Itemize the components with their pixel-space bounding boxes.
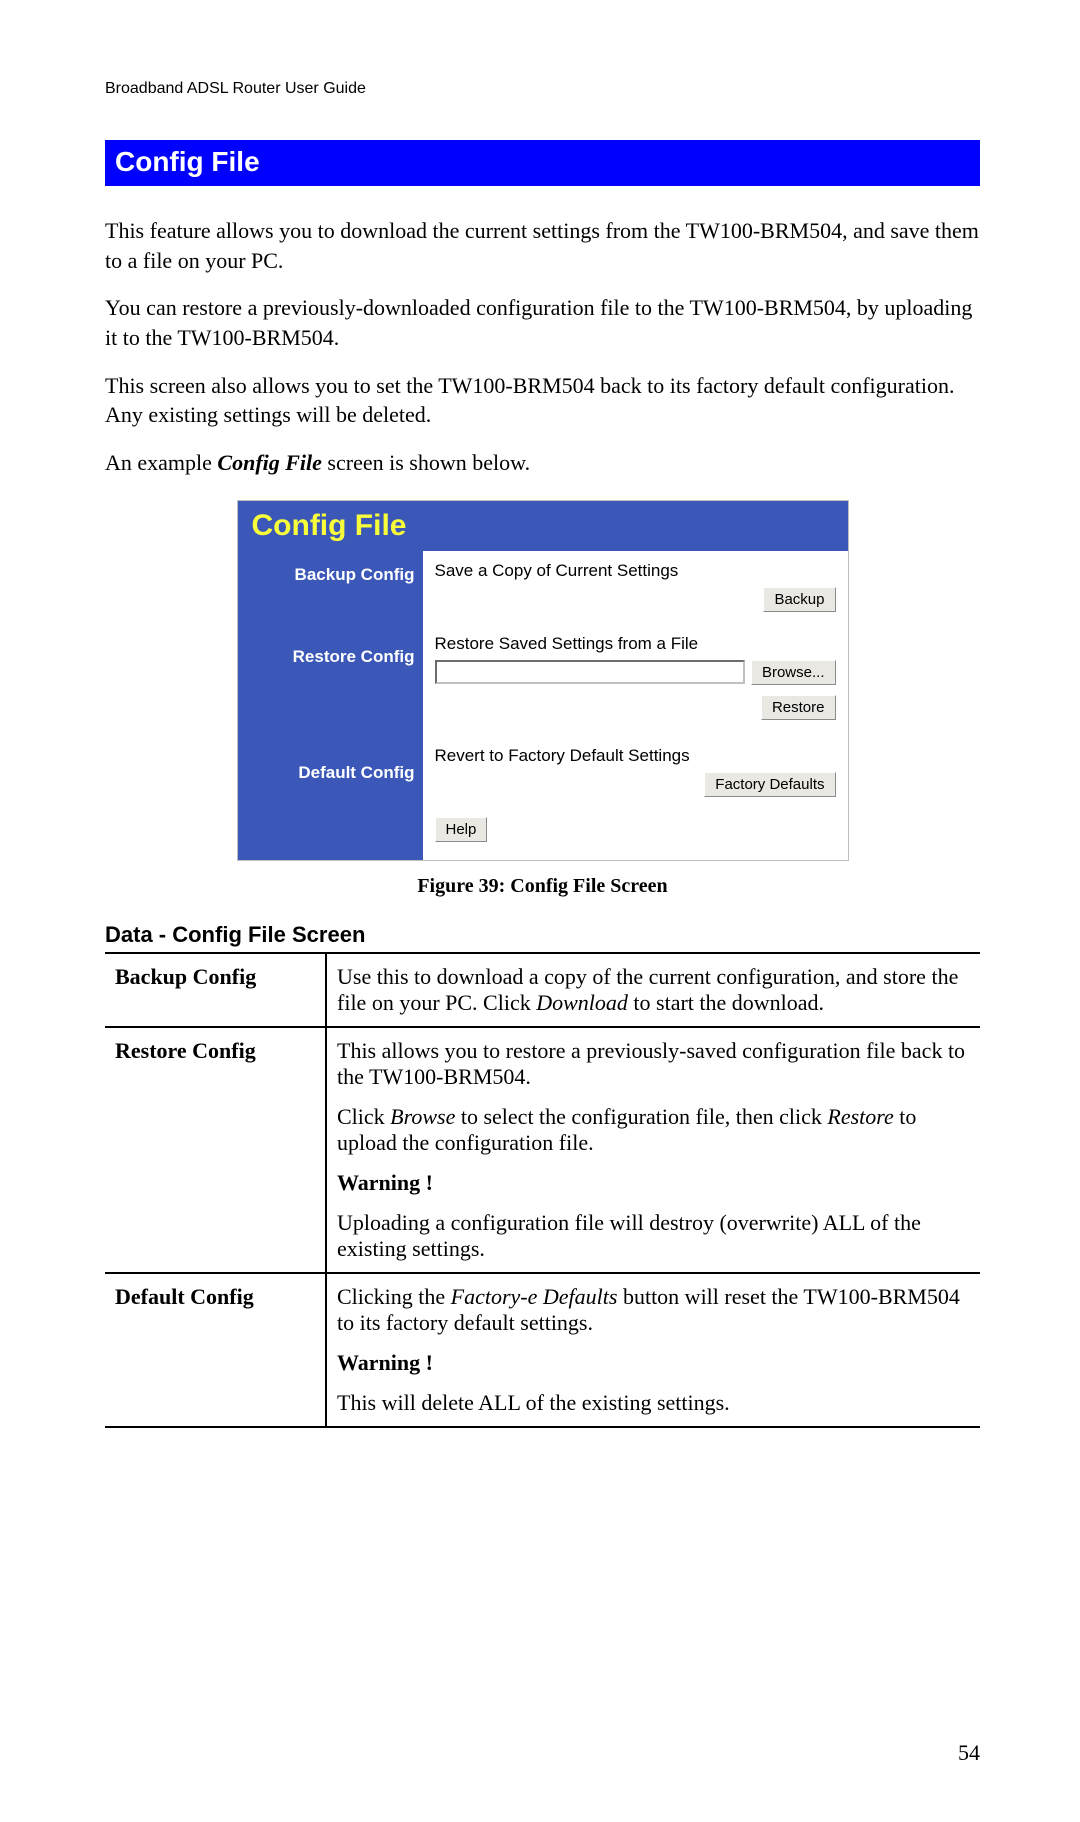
- panel-label-column: Backup Config Restore Config Default Con…: [238, 551, 423, 860]
- config-file-screenshot: Config File Backup Config Restore Config…: [237, 500, 849, 861]
- help-button[interactable]: Help: [435, 817, 488, 842]
- text-emphasis: Browse: [390, 1104, 455, 1129]
- document-header: Broadband ADSL Router User Guide: [105, 80, 980, 98]
- warning-label: Warning !: [337, 1350, 970, 1376]
- row-label: Restore Config: [105, 1027, 326, 1273]
- config-description-table: Backup Config Use this to download a cop…: [105, 952, 980, 1428]
- backup-button[interactable]: Backup: [763, 587, 835, 612]
- text-emphasis: Factory-e Defaults: [451, 1284, 618, 1309]
- backup-description: Save a Copy of Current Settings: [435, 561, 836, 581]
- default-description: Revert to Factory Default Settings: [435, 746, 836, 766]
- table-row: Default Config Clicking the Factory-e De…: [105, 1273, 980, 1427]
- restore-config-label: Restore Config: [246, 647, 415, 667]
- text-fragment: to select the configuration file, then c…: [455, 1104, 827, 1129]
- warning-label: Warning !: [337, 1170, 970, 1196]
- row-text: Clicking the Factory-e Defaults button w…: [337, 1284, 970, 1336]
- row-label: Default Config: [105, 1273, 326, 1427]
- intro-paragraph-1: This feature allows you to download the …: [105, 216, 980, 275]
- text-emphasis: Download: [536, 990, 628, 1015]
- row-text: This will delete ALL of the existing set…: [337, 1390, 970, 1416]
- intro-paragraph-2: You can restore a previously-downloaded …: [105, 293, 980, 352]
- figure-caption: Figure 39: Config File Screen: [105, 875, 980, 898]
- text-emphasis: Restore: [827, 1104, 893, 1129]
- panel-title: Config File: [238, 501, 848, 551]
- row-text: Click Browse to select the configuration…: [337, 1104, 970, 1156]
- data-section-heading: Data - Config File Screen: [105, 922, 980, 948]
- row-label: Backup Config: [105, 953, 326, 1027]
- default-config-label: Default Config: [246, 763, 415, 783]
- backup-config-label: Backup Config: [246, 565, 415, 585]
- text-fragment: Clicking the: [337, 1284, 451, 1309]
- text-fragment: screen is shown below.: [322, 450, 530, 475]
- text-fragment: Click: [337, 1104, 390, 1129]
- page-number: 54: [958, 1740, 980, 1766]
- intro-paragraph-4: An example Config File screen is shown b…: [105, 448, 980, 478]
- intro-paragraph-3: This screen also allows you to set the T…: [105, 371, 980, 430]
- restore-file-input[interactable]: [435, 660, 745, 684]
- restore-description: Restore Saved Settings from a File: [435, 634, 836, 654]
- section-title-banner: Config File: [105, 140, 980, 186]
- text-emphasis: Config File: [217, 450, 322, 475]
- restore-button[interactable]: Restore: [761, 695, 836, 720]
- row-text: Use this to download a copy of the curre…: [337, 964, 970, 1016]
- row-text: This allows you to restore a previously-…: [337, 1038, 970, 1090]
- text-fragment: An example: [105, 450, 217, 475]
- table-row: Restore Config This allows you to restor…: [105, 1027, 980, 1273]
- row-text: Uploading a configuration file will dest…: [337, 1210, 970, 1262]
- text-fragment: to start the download.: [628, 990, 824, 1015]
- browse-button[interactable]: Browse...: [751, 660, 836, 685]
- table-row: Backup Config Use this to download a cop…: [105, 953, 980, 1027]
- factory-defaults-button[interactable]: Factory Defaults: [704, 772, 835, 797]
